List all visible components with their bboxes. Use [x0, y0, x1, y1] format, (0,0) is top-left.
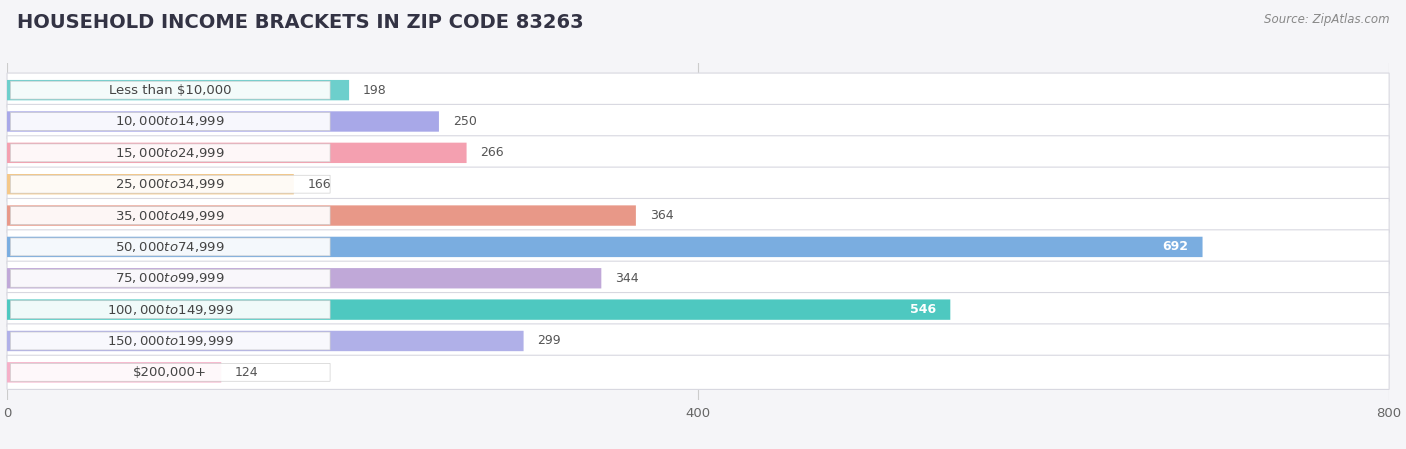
- Text: Less than $10,000: Less than $10,000: [110, 84, 232, 97]
- Text: $200,000+: $200,000+: [134, 366, 207, 379]
- FancyBboxPatch shape: [7, 355, 1389, 389]
- FancyBboxPatch shape: [10, 332, 330, 350]
- Text: 546: 546: [910, 303, 936, 316]
- FancyBboxPatch shape: [7, 111, 439, 132]
- FancyBboxPatch shape: [10, 175, 330, 193]
- FancyBboxPatch shape: [7, 205, 636, 226]
- FancyBboxPatch shape: [7, 261, 1389, 295]
- FancyBboxPatch shape: [7, 293, 1389, 327]
- Text: 692: 692: [1163, 240, 1188, 253]
- FancyBboxPatch shape: [10, 81, 330, 99]
- Text: $35,000 to $49,999: $35,000 to $49,999: [115, 208, 225, 223]
- FancyBboxPatch shape: [10, 363, 330, 381]
- Text: $150,000 to $199,999: $150,000 to $199,999: [107, 334, 233, 348]
- Text: 364: 364: [650, 209, 673, 222]
- Text: 166: 166: [308, 178, 332, 191]
- FancyBboxPatch shape: [7, 230, 1389, 264]
- Text: HOUSEHOLD INCOME BRACKETS IN ZIP CODE 83263: HOUSEHOLD INCOME BRACKETS IN ZIP CODE 83…: [17, 13, 583, 32]
- FancyBboxPatch shape: [7, 143, 467, 163]
- Text: $75,000 to $99,999: $75,000 to $99,999: [115, 271, 225, 285]
- FancyBboxPatch shape: [7, 362, 221, 383]
- FancyBboxPatch shape: [7, 73, 1389, 107]
- FancyBboxPatch shape: [7, 324, 1389, 358]
- Text: $10,000 to $14,999: $10,000 to $14,999: [115, 114, 225, 128]
- FancyBboxPatch shape: [7, 331, 523, 351]
- FancyBboxPatch shape: [10, 144, 330, 162]
- FancyBboxPatch shape: [7, 174, 294, 194]
- FancyBboxPatch shape: [7, 136, 1389, 170]
- FancyBboxPatch shape: [7, 237, 1202, 257]
- Text: $50,000 to $74,999: $50,000 to $74,999: [115, 240, 225, 254]
- Text: 198: 198: [363, 84, 387, 97]
- FancyBboxPatch shape: [10, 207, 330, 224]
- Text: 299: 299: [537, 335, 561, 348]
- FancyBboxPatch shape: [7, 105, 1389, 139]
- Text: $15,000 to $24,999: $15,000 to $24,999: [115, 146, 225, 160]
- Text: Source: ZipAtlas.com: Source: ZipAtlas.com: [1264, 13, 1389, 26]
- Text: 266: 266: [481, 146, 503, 159]
- FancyBboxPatch shape: [10, 238, 330, 256]
- FancyBboxPatch shape: [7, 268, 602, 288]
- FancyBboxPatch shape: [7, 198, 1389, 233]
- Text: $25,000 to $34,999: $25,000 to $34,999: [115, 177, 225, 191]
- FancyBboxPatch shape: [7, 299, 950, 320]
- FancyBboxPatch shape: [7, 80, 349, 100]
- Text: 250: 250: [453, 115, 477, 128]
- Text: $100,000 to $149,999: $100,000 to $149,999: [107, 303, 233, 317]
- FancyBboxPatch shape: [7, 167, 1389, 201]
- FancyBboxPatch shape: [10, 269, 330, 287]
- Text: 344: 344: [616, 272, 638, 285]
- Text: 124: 124: [235, 366, 259, 379]
- FancyBboxPatch shape: [10, 113, 330, 130]
- FancyBboxPatch shape: [10, 301, 330, 318]
